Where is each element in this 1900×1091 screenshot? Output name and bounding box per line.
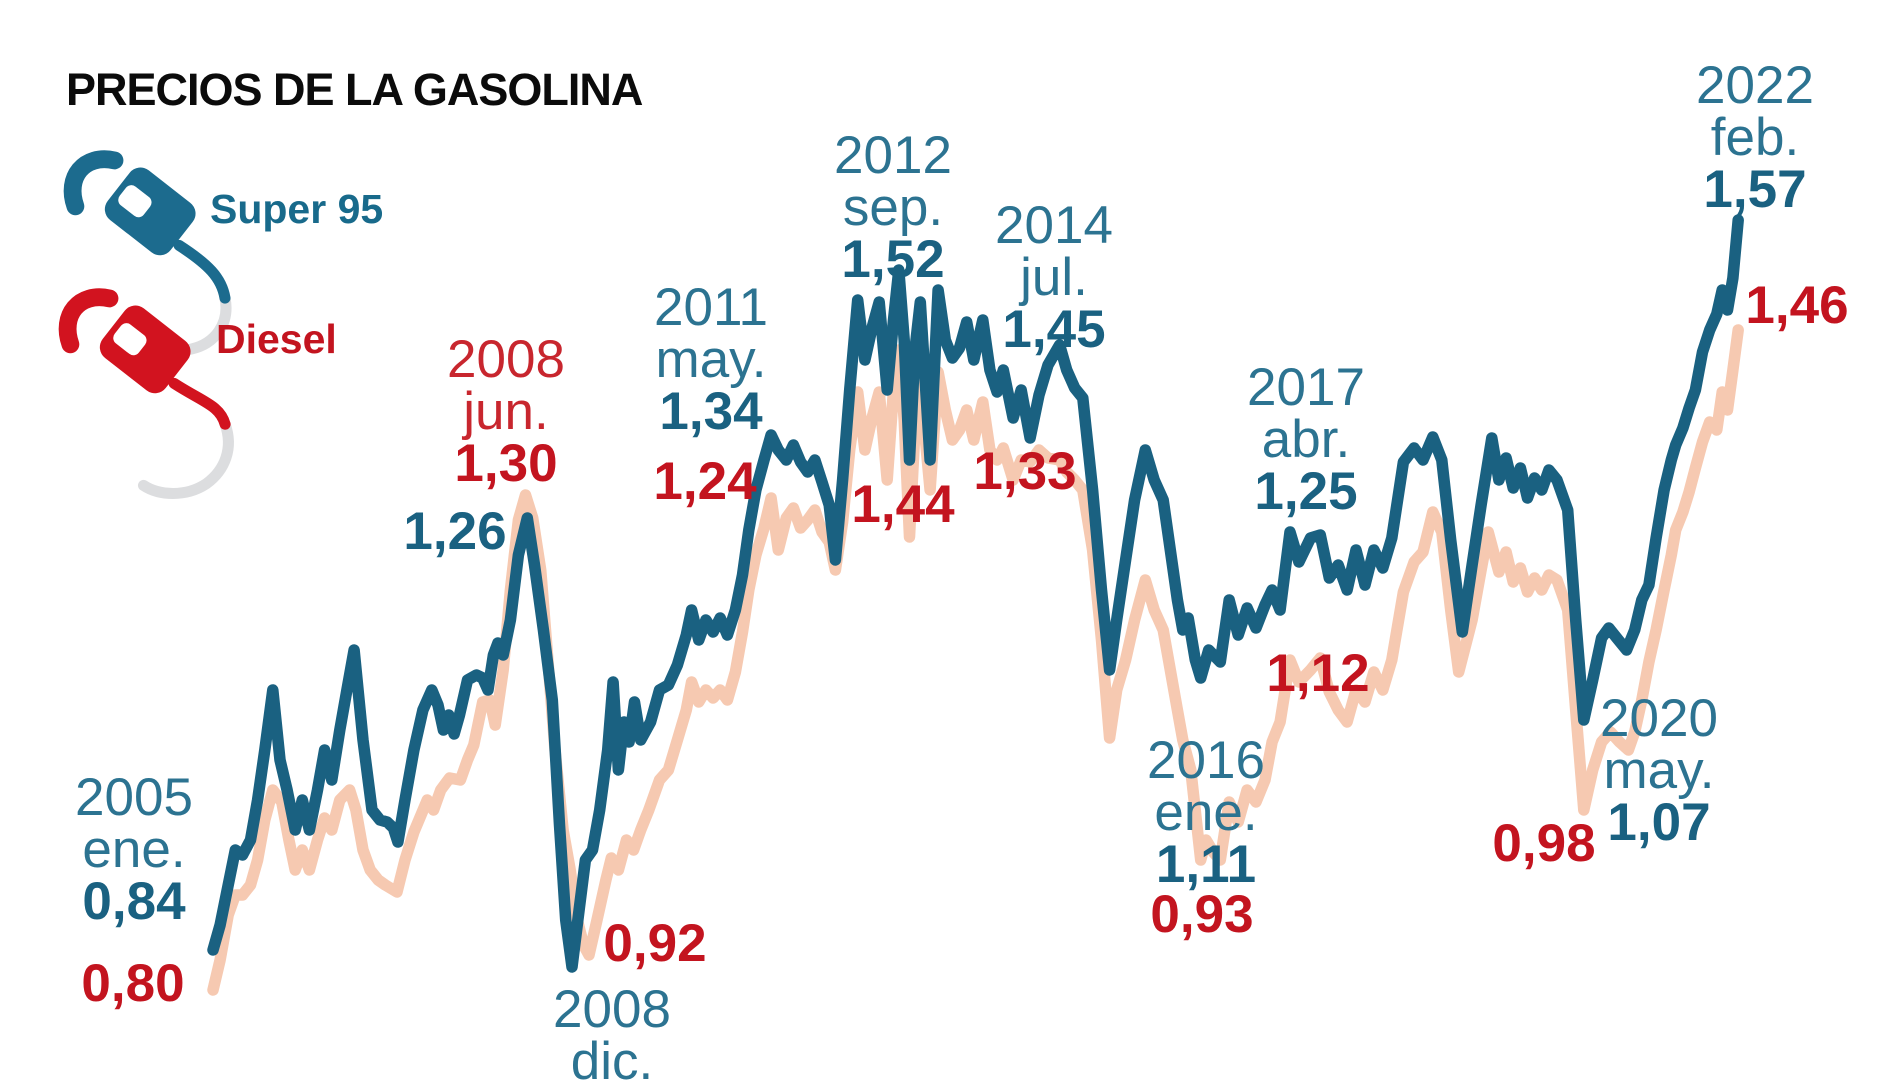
annotation-2020-diesel-value: 0,98	[1492, 814, 1596, 873]
annotation-2011-may: 2011 may. 1,34	[654, 278, 768, 441]
diesel-fuel-nozzle-icon	[58, 288, 234, 499]
annotation-2012-sep: 2012 sep. 1,52	[834, 126, 952, 289]
annotation-month: may.	[655, 330, 767, 389]
annotation-2020-may: 2020 may. 1,07	[1600, 689, 1718, 852]
gasoline-prices-infographic: { "title": "PRECIOS DE LA GASOLINA", "le…	[58, 56, 1849, 1088]
annotation-super-value: 0,84	[82, 872, 186, 931]
annotation-month: dic.	[570, 1032, 654, 1091]
annotation-super-value: 1,57	[1703, 160, 1807, 219]
annotation-2008-dic-diesel-value: 0,92	[603, 914, 707, 973]
annotation-2012-diesel-value: 1,44	[851, 475, 955, 534]
annotation-super-value: 1,52	[841, 230, 945, 289]
annotation-2016-ene: 2016 ene. 1,11	[1147, 731, 1265, 894]
annotation-year: 2022	[1696, 56, 1814, 115]
annotation-2017-abr: 2017 abr. 1,25	[1247, 358, 1365, 521]
annotation-month: may.	[1603, 741, 1715, 800]
annotation-year: 2012	[834, 126, 952, 185]
annotation-diesel-value: 1,30	[454, 434, 558, 493]
annotation-year: 2008	[447, 330, 565, 389]
page-title: PRECIOS DE LA GASOLINA	[66, 64, 643, 115]
annotation-year: 2020	[1600, 689, 1718, 748]
annotation-super-value: 1,25	[1254, 462, 1358, 521]
annotation-2005-diesel-value: 0,80	[81, 954, 185, 1013]
annotation-super-value: 1,45	[1002, 300, 1106, 359]
annotation-month: abr.	[1261, 410, 1351, 469]
annotation-year: 2008	[553, 980, 671, 1039]
chart-stage: PRECIOS DE LA GASOLINA Super 95 Diesel 2…	[58, 56, 1849, 1088]
annotation-2008-jun-super-value: 1,26	[403, 502, 507, 561]
annotation-2014-diesel-value: 1,33	[973, 442, 1077, 501]
annotation-month: jul.	[1020, 248, 1088, 307]
annotation-2017-diesel-value: 1,12	[1266, 644, 1370, 703]
legend-label-super95: Super 95	[210, 186, 384, 232]
annotation-2011-diesel-value: 1,24	[653, 452, 757, 511]
super95-fuel-nozzle-icon	[63, 150, 232, 356]
annotation-year: 2005	[75, 768, 193, 827]
legend-icons	[58, 150, 234, 499]
annotation-month: ene.	[1154, 783, 1258, 842]
annotation-month: sep.	[842, 178, 944, 237]
annotation-month: feb.	[1710, 108, 1800, 167]
annotation-super-value: 1,11	[1155, 835, 1257, 894]
annotation-year: 2011	[654, 278, 768, 337]
annotation-2016-diesel-value: 0,93	[1150, 885, 1254, 944]
annotation-2008-dic: 2008 dic.	[553, 980, 671, 1091]
annotation-year: 2016	[1147, 731, 1265, 790]
annotation-year: 2017	[1247, 358, 1365, 417]
annotation-super-value: 1,07	[1607, 793, 1711, 852]
annotation-month: ene.	[82, 820, 186, 879]
annotation-2008-jun: 2008 jun. 1,30	[447, 330, 565, 493]
annotation-2005-ene: 2005 ene. 0,84	[75, 768, 193, 931]
legend-label-diesel: Diesel	[216, 316, 337, 362]
annotation-2022-diesel-value: 1,46	[1745, 276, 1849, 335]
super95-line	[207, 214, 1744, 973]
diesel-line	[207, 324, 1744, 996]
annotation-2022-feb: 2022 feb. 1,57	[1696, 56, 1814, 219]
annotation-2014-jul: 2014 jul. 1,45	[995, 196, 1113, 359]
price-lines-chart	[207, 214, 1744, 996]
annotation-super-value: 1,34	[659, 382, 763, 441]
annotation-year: 2014	[995, 196, 1113, 255]
annotation-month: jun.	[463, 382, 549, 441]
